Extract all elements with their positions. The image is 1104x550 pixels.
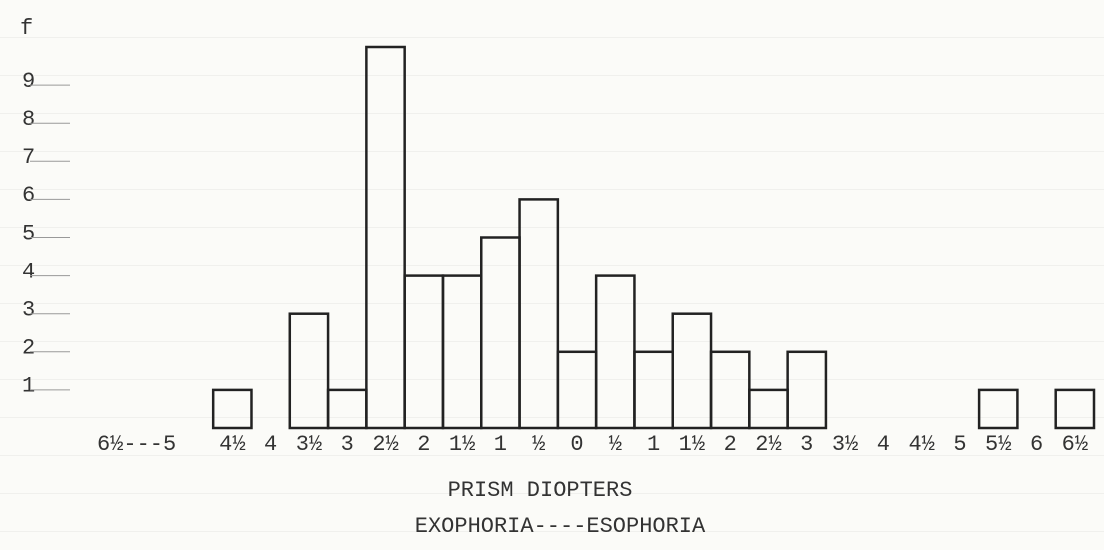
y-tick-label: 7 bbox=[22, 145, 35, 170]
y-tick-label: 5 bbox=[22, 221, 35, 246]
y-tick-label: 9 bbox=[22, 69, 35, 94]
x-tick-label: 2 bbox=[417, 432, 430, 457]
x-tick-label: 4½ bbox=[219, 432, 245, 457]
bar bbox=[288, 312, 330, 430]
x-tick-label: 2 bbox=[724, 432, 737, 457]
bar bbox=[594, 274, 636, 430]
y-tick-label: 1 bbox=[22, 374, 35, 399]
bar bbox=[633, 350, 674, 430]
x-tick-label: 6 bbox=[1030, 432, 1043, 457]
bar bbox=[748, 388, 789, 430]
x-tick-label: 5½ bbox=[985, 432, 1011, 457]
x-tick-label: 1½ bbox=[679, 432, 705, 457]
bar bbox=[518, 198, 560, 430]
bar bbox=[211, 388, 253, 430]
x-tick-label: ½ bbox=[609, 432, 622, 457]
bar bbox=[671, 312, 713, 430]
x-tick-label: 6½---5 bbox=[97, 432, 176, 457]
bar bbox=[441, 274, 483, 430]
y-tick-label: 6 bbox=[22, 183, 35, 208]
x-tick-label: 2½ bbox=[755, 432, 781, 457]
bar bbox=[365, 45, 406, 430]
bar bbox=[556, 350, 598, 430]
x-tick-label: ½ bbox=[532, 432, 545, 457]
x-tick-label: 4 bbox=[264, 432, 277, 457]
bar bbox=[480, 236, 521, 430]
x-tick-label: 4½ bbox=[908, 432, 934, 457]
y-tick-label: 8 bbox=[22, 107, 35, 132]
subtitle: EXOPHORIA----ESOPHORIA bbox=[415, 514, 706, 539]
bar bbox=[977, 388, 1019, 430]
bar bbox=[786, 350, 828, 430]
x-tick-label: 1 bbox=[494, 432, 507, 457]
x-tick-label: 5 bbox=[953, 432, 966, 457]
x-tick-label: 3½ bbox=[296, 432, 322, 457]
x-tick-label: 1½ bbox=[449, 432, 475, 457]
x-tick-label: 3 bbox=[341, 432, 354, 457]
bar bbox=[1054, 388, 1096, 430]
y-tick-label: 3 bbox=[22, 298, 35, 323]
bar bbox=[709, 350, 751, 430]
x-tick-label: 3 bbox=[800, 432, 813, 457]
x-tick-label: 2½ bbox=[372, 432, 398, 457]
x-tick-label: 3½ bbox=[832, 432, 858, 457]
y-axis-label: f bbox=[20, 16, 33, 41]
x-tick-label: 6½ bbox=[1062, 432, 1088, 457]
y-tick-label: 2 bbox=[22, 336, 35, 361]
x-axis-label: PRISM DIOPTERS bbox=[448, 478, 633, 503]
bar bbox=[403, 274, 445, 430]
y-tick-label: 4 bbox=[22, 259, 35, 284]
bar bbox=[326, 388, 368, 430]
x-tick-label: 4 bbox=[877, 432, 890, 457]
x-tick-label: 0 bbox=[570, 432, 583, 457]
x-tick-label: 1 bbox=[647, 432, 660, 457]
